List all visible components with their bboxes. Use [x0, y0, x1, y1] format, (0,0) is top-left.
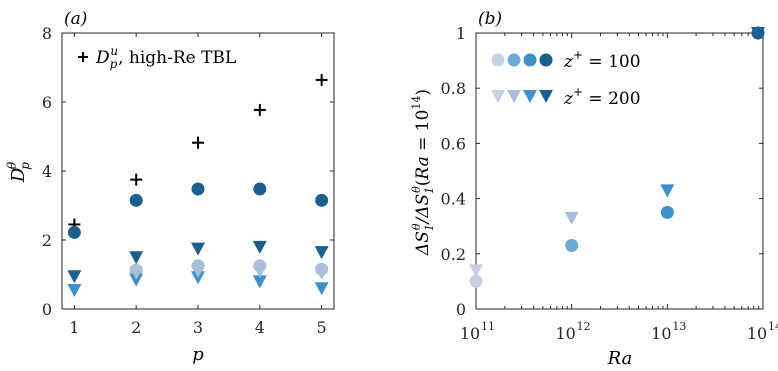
panel-a-y-tick-label: 4 [42, 162, 52, 181]
panel-a-y-tick-label: 0 [42, 300, 52, 319]
panel-b-y-tick-label: 0.8 [441, 79, 466, 98]
panel-a-marks [67, 73, 329, 298]
panel-a-x-tick-label: 5 [317, 318, 327, 337]
panel-a-legend: Dpu, high-Re TBL [78, 44, 236, 71]
legend-circle-marker [507, 53, 521, 67]
panel-b-marks [469, 26, 765, 288]
panel-b-point-circle [660, 205, 674, 219]
legend-plus-marker [78, 52, 88, 62]
panel-a-x-ticks: 1 2 3 4 5 [69, 33, 327, 337]
panel-a-point-triangle-down [129, 251, 144, 265]
legend-circle-marker [491, 53, 505, 67]
panel-a-point-triangle-down [191, 265, 205, 279]
svg-text:Dpθ: Dpθ [5, 161, 32, 183]
legend-tbl-label: Dpu, high-Re TBL [95, 44, 236, 71]
panel-a-y-tick-label: 8 [42, 24, 52, 43]
panel-b: (b) 1011101210131014 00.20.40.60.81 Ra Δ… [410, 9, 778, 369]
panel-b-x-tick-exponent: 12 [577, 320, 591, 333]
panel-b-x-tick-exponent: 11 [481, 320, 495, 333]
panel-a-point-triangle-down [252, 240, 267, 254]
panel-a-point-circle [253, 182, 267, 196]
legend-circle-markers [491, 53, 553, 67]
panel-b-x-axis-label: Ra [607, 348, 633, 369]
panel-b-y-tick-label: 0.4 [441, 190, 466, 209]
panel-b-y-axis-label: ΔS1θ/ΔS1θ(Ra = 1014) [410, 89, 436, 256]
panel-b-x-tick-label: 10 [747, 324, 767, 343]
panel-b-point-triangle-down [469, 264, 483, 278]
legend-circle-marker [539, 53, 553, 67]
panel-a-x-tick-label: 4 [255, 318, 265, 337]
panel-a: (a) 1 2 3 4 5 0 2 4 6 8 p Dpθ Dpu, high-Re TBL [5, 9, 335, 365]
panel-a-point-plus [315, 73, 328, 86]
panel-a-point-circle [67, 225, 81, 239]
panel-a-point-triangle-down [67, 284, 82, 298]
panel-a-x-axis-label: p [192, 344, 204, 365]
panel-b-label: (b) [478, 9, 502, 29]
legend-triangle-marker [523, 90, 537, 103]
panel-a-y-axis-label: Dpθ [5, 161, 32, 183]
panel-b-x-ticks: 1011101210131014 [460, 33, 778, 343]
panel-b-x-tick-label: 10 [651, 324, 671, 343]
panel-b-plot-box [475, 32, 764, 310]
panel-a-point-plus [130, 173, 143, 186]
svg-text:ΔS1θ/ΔS1θ(Ra = 1014): ΔS1θ/ΔS1θ(Ra = 1014) [410, 89, 436, 256]
panel-a-point-plus [192, 136, 204, 149]
panel-a-y-tick-label: 6 [42, 93, 52, 112]
panel-b-legend: z+ = 100 z+ = 200 [491, 48, 641, 109]
panel-b-point-triangle-down [564, 211, 579, 225]
panel-a-point-circle [129, 193, 143, 207]
panel-a-point-triangle-down [252, 265, 267, 279]
panel-a-x-tick-label: 2 [131, 318, 141, 337]
panel-b-point-circle [751, 26, 765, 40]
panel-b-y-tick-label: 0.2 [441, 245, 466, 264]
legend-z100-label: z+ = 100 [563, 48, 641, 72]
panel-b-point-triangle-down [660, 184, 675, 198]
legend-triangle-marker [491, 90, 505, 103]
panel-b-x-tick-label: 10 [460, 324, 480, 343]
panel-b-x-tick-exponent: 14 [768, 320, 778, 333]
panel-b-y-tick-label: 0 [456, 300, 466, 319]
panel-a-point-circle [191, 182, 205, 196]
panel-a-point-triangle-down [314, 282, 329, 296]
panel-b-y-tick-label: 0.6 [441, 134, 466, 153]
panel-b-point-circle [565, 239, 579, 253]
panel-a-point-circle [315, 193, 329, 207]
panel-a-point-triangle-down [314, 266, 329, 280]
legend-z200-label: z+ = 200 [563, 85, 641, 109]
panel-b-point-circle [469, 274, 483, 288]
legend-triangle-marker [539, 90, 553, 103]
panel-a-point-plus [253, 103, 266, 116]
panel-a-point-triangle-down [129, 266, 144, 280]
panel-a-point-triangle-down [129, 273, 144, 287]
panel-a-point-triangle-down [67, 270, 82, 284]
panel-b-y-tick-label: 1 [456, 24, 466, 43]
legend-triangle-markers [491, 90, 553, 103]
panel-a-point-triangle-down [191, 242, 205, 256]
legend-triangle-marker [507, 90, 521, 103]
panel-b-x-tick-label: 10 [555, 324, 575, 343]
panel-a-y-tick-label: 2 [42, 231, 52, 250]
panel-a-x-tick-label: 3 [193, 318, 203, 337]
panel-a-label: (a) [64, 9, 87, 29]
panel-a-point-triangle-down [252, 275, 267, 289]
panel-a-point-triangle-down [314, 246, 329, 260]
legend-circle-marker [523, 53, 537, 67]
panel-b-x-tick-exponent: 13 [672, 320, 686, 333]
panel-a-y-ticks: 0 2 4 6 8 [42, 24, 334, 319]
panel-a-x-tick-label: 1 [69, 318, 79, 337]
